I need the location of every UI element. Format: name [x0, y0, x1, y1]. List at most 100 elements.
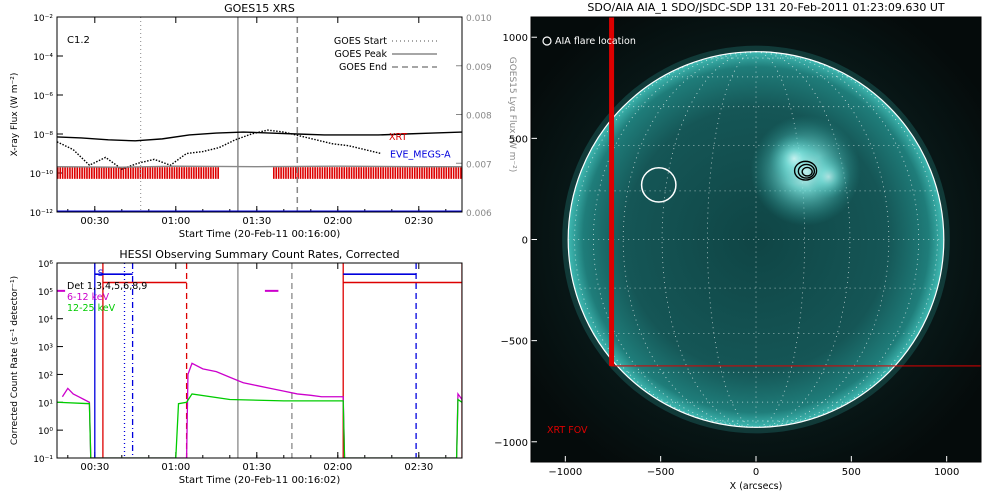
aia-longitude-line [661, 51, 757, 428]
goes-xrt-coverage-mark [321, 167, 324, 179]
aia-ytick-label: 1000 [503, 33, 528, 44]
goes-xrt-coverage-mark [331, 167, 333, 179]
goes-xrt-coverage-mark [93, 167, 96, 179]
goes-xrt-coverage-mark [277, 167, 280, 179]
goes-xrt-coverage-mark [333, 167, 336, 179]
goes-xrt-coverage-mark [214, 167, 217, 179]
goes-xrt-coverage-mark [314, 167, 316, 179]
goes-xrt-coverage-mark [166, 167, 168, 179]
goes-xrt-coverage-mark [367, 167, 370, 179]
goes-xrt-coverage-mark [326, 167, 329, 179]
goes-xrt-coverage-mark [112, 167, 115, 179]
aia-frame [530, 16, 982, 463]
goes-y2label: GOES15 Lyα Flux (W m⁻²) [507, 57, 517, 173]
goes-xrt-coverage-mark [190, 167, 193, 179]
goes-xrt-coverage-mark [294, 167, 297, 179]
aia-longitude-line [622, 51, 757, 428]
goes-xrt-coverage-mark [384, 167, 387, 179]
aia-active-region-plage [769, 133, 820, 184]
aia-xtick-label: −500 [647, 467, 674, 478]
goes-xlabel: Start Time (20-Feb-11 00:16:00) [179, 229, 341, 240]
goes-xrt-coverage-mark [396, 167, 399, 179]
goes-ylabel: X-ray Flux (W m⁻²) [10, 73, 20, 157]
goes-xrt-coverage-mark [319, 167, 321, 179]
aia-longitude-line [755, 51, 851, 428]
goes-xrt-coverage-mark [350, 167, 353, 179]
goes-xrt-coverage-mark [372, 167, 375, 179]
goes-xrs-panel: GOES15 XRS 00:30 01:00 01:30 02:00 02:30 Start… [10, 2, 517, 240]
hessi-legend-label: Det 1,3,4,5,6,8,9 [67, 281, 147, 292]
goes-xrt-coverage-mark [336, 167, 338, 179]
goes-xrt-coverage-mark [299, 167, 302, 179]
goes-xrt-coverage-mark [178, 167, 181, 179]
goes-xrt-coverage-mark [171, 167, 173, 179]
goes-xrt-coverage-mark [457, 167, 460, 179]
goes-xrt-coverage-mark [202, 167, 205, 179]
goes-xrt-coverage-mark [438, 167, 440, 179]
goes-xrt-coverage-mark [78, 167, 81, 179]
goes-xrt-coverage-mark [387, 167, 389, 179]
goes-xrt-coverage-mark [343, 167, 346, 179]
goes-ytick-label: 10⁻⁶ [33, 92, 53, 102]
goes-xrt-coverage-mark [375, 167, 377, 179]
goes-xrt-coverage-mark [117, 167, 120, 179]
aia-flare-contour [793, 160, 818, 181]
aia-title: SDO/AIA AIA_1 SDO/JSDC-SDP 131 20-Feb-20… [587, 1, 944, 14]
goes-xrt-coverage-mark [98, 167, 100, 179]
goes-xrt-coverage-mark [421, 167, 423, 179]
goes-xtick-label: 02:30 [404, 216, 433, 227]
goes-xrt-coverage-mark [127, 167, 130, 179]
goes-xrt-coverage-mark [379, 167, 382, 179]
goes-xrt-coverage-mark [88, 167, 91, 179]
goes-xrt-coverage-mark [445, 167, 448, 179]
goes-xrt-coverage-mark [71, 167, 74, 179]
goes-y2tick-label: 0.010 [466, 14, 492, 24]
goes-legend-label: GOES End [339, 62, 387, 73]
goes-xrt-coverage-mark [180, 167, 183, 179]
goes-xrt-coverage-mark [176, 167, 178, 179]
aia-flare-contour [797, 163, 816, 179]
goes-ytick-label: 10⁻² [33, 14, 53, 24]
goes-series-2 [57, 165, 462, 168]
aia-ytick-label: 0 [522, 236, 528, 247]
goes-xrt-coverage-mark [105, 167, 108, 179]
hessi-legend-label: 12-25 keV [67, 303, 116, 314]
goes-xrt-coverage-mark [146, 167, 149, 179]
goes-xrt-coverage-mark [173, 167, 176, 179]
goes-y2tick-label: 0.007 [466, 160, 492, 170]
goes-xrt-coverage-mark [183, 167, 185, 179]
hessi-plot-area [57, 263, 462, 458]
goes-xrt-coverage-mark [100, 167, 103, 179]
aia-longitude-line [755, 51, 890, 428]
hessi-legend-label: 6-12 keV [67, 292, 110, 303]
hessi-series-0 [61, 362, 462, 458]
goes-xrt-coverage-mark [370, 167, 372, 179]
hessi-xtick-label: 02:00 [323, 462, 352, 473]
goes-xrt-coverage-mark [348, 167, 350, 179]
goes-xrt-label: XRT [389, 132, 407, 143]
goes-xrt-coverage-mark [142, 167, 144, 179]
goes-xrt-coverage-mark [154, 167, 156, 179]
goes-xrt-coverage-mark [149, 167, 151, 179]
goes-xrt-coverage-mark [360, 167, 363, 179]
goes-xrt-coverage-mark [426, 167, 428, 179]
hessi-ytick-label: 10⁶ [38, 260, 53, 270]
aia-xtick-label: 1000 [934, 467, 959, 478]
goes-xrt-coverage-mark [163, 167, 166, 179]
goes-frame [56, 16, 463, 213]
goes-xrt-coverage-mark [159, 167, 161, 179]
goes-xrt-coverage-mark [151, 167, 154, 179]
goes-xrt-coverage-mark [273, 167, 275, 179]
goes-xrt-coverage-mark [76, 167, 79, 179]
aia-flare-contour [801, 166, 813, 177]
hessi-xlabel: Start Time (20-Feb-11 00:16:02) [179, 475, 341, 486]
hessi-xtick-label: 01:30 [242, 462, 271, 473]
goes-xrt-coverage-mark [418, 167, 421, 179]
aia-legend-circle-icon [542, 36, 552, 46]
goes-xrt-coverage-mark [64, 167, 66, 179]
hessi-ytick-label: 10⁰ [38, 427, 53, 437]
aia-ytick-label: −1000 [494, 438, 528, 449]
goes-xrt-coverage-mark [59, 167, 62, 179]
goes-xrt-coverage-mark [292, 167, 295, 179]
goes-xrt-coverage-mark [168, 167, 171, 179]
